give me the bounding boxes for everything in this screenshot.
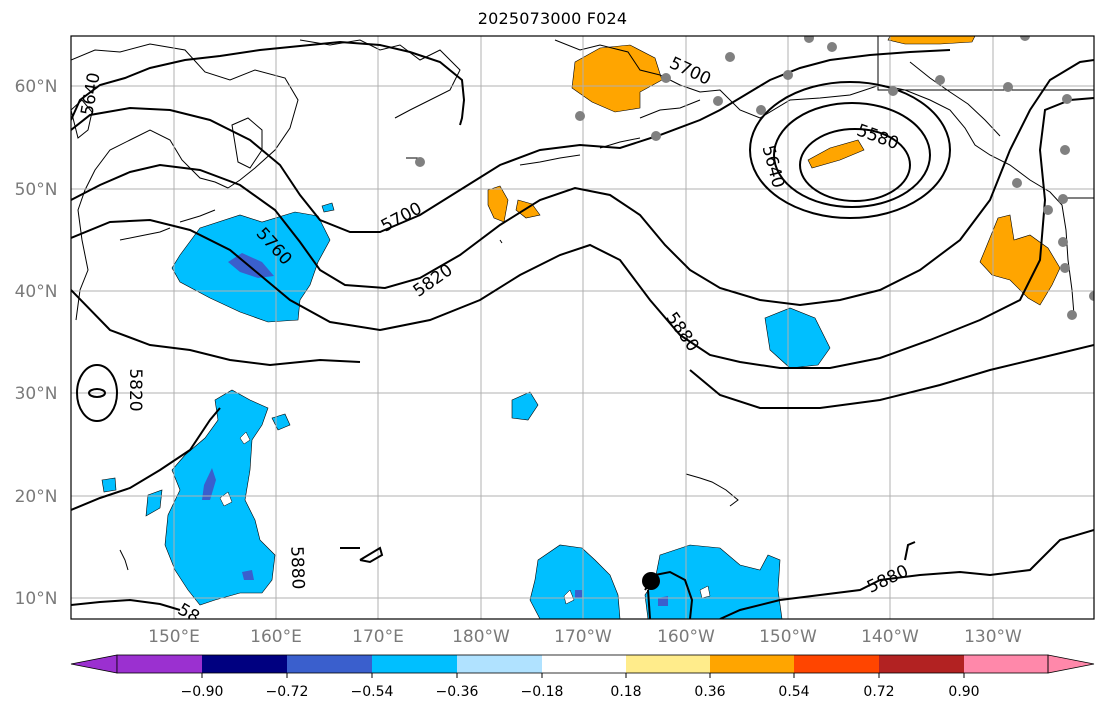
colorbar-tick-label: −0.90 <box>181 684 224 700</box>
colorbar-segment <box>202 655 287 673</box>
lon-label: 180°W <box>452 627 510 647</box>
lat-label: 50°N <box>15 180 58 200</box>
colorbar-segment <box>372 655 457 673</box>
lon-label: 140°W <box>861 627 919 647</box>
position-marker <box>642 572 660 590</box>
colorbar-segment <box>879 655 964 673</box>
lat-label: 10°N <box>15 589 58 609</box>
colorbar-tick-label: 0.54 <box>778 684 809 700</box>
lon-label: 150°E <box>148 627 200 647</box>
map-title: 2025073000 F024 <box>477 9 628 28</box>
colorbar-segment <box>287 655 372 673</box>
lon-label: 130°W <box>964 627 1022 647</box>
contour-label: 5820 <box>125 368 145 411</box>
colorbar-segment <box>457 655 542 673</box>
longitude-labels: 150°E 160°E 170°E 180°W 170°W 160°W 150°… <box>148 627 1022 647</box>
colorbar-segment <box>710 655 794 673</box>
colorbar-segment <box>964 655 1048 673</box>
colorbar-tick-label: −0.18 <box>521 684 564 700</box>
colorbar-tick-label: 0.36 <box>694 684 725 700</box>
lat-label: 60°N <box>15 77 58 97</box>
colorbar-tick-label: −0.72 <box>266 684 309 700</box>
map-frame <box>70 35 1095 620</box>
colorbar: −0.90 −0.72 −0.54 −0.36 −0.18 0.18 0.36 … <box>70 654 1095 700</box>
colorbar-tick-label: 0.72 <box>863 684 894 700</box>
colorbar-segment <box>542 655 626 673</box>
colorbar-segment <box>117 655 202 673</box>
lat-label: 20°N <box>15 487 58 507</box>
colorbar-tick-label: −0.54 <box>351 684 394 700</box>
lon-label: 150°W <box>759 627 817 647</box>
lon-label: 160°E <box>250 627 302 647</box>
shaded-cyan-regions <box>101 202 831 619</box>
lon-label: 170°W <box>554 627 612 647</box>
lat-label: 30°N <box>15 384 58 404</box>
shaded-white-holes <box>219 431 711 605</box>
grid-lines <box>71 36 1094 619</box>
colorbar-segment <box>794 655 879 673</box>
colorbar-tick-label: 0.90 <box>948 684 979 700</box>
colorbar-min-extend <box>70 654 118 674</box>
colorbar-max-extend <box>1047 654 1095 674</box>
height-contours <box>71 40 1094 619</box>
shaded-orange-regions <box>487 36 1061 306</box>
lat-label: 40°N <box>15 282 58 302</box>
lon-label: 170°E <box>352 627 404 647</box>
colorbar-tick-label: −0.36 <box>436 684 479 700</box>
contour-label: 5880 <box>286 546 307 590</box>
colorbar-segment <box>626 655 710 673</box>
colorbar-tick-label: 0.18 <box>610 684 641 700</box>
latitude-labels: 60°N 50°N 40°N 30°N 20°N 10°N <box>15 77 58 609</box>
station-dots <box>415 36 1094 320</box>
lon-label: 160°W <box>657 627 715 647</box>
